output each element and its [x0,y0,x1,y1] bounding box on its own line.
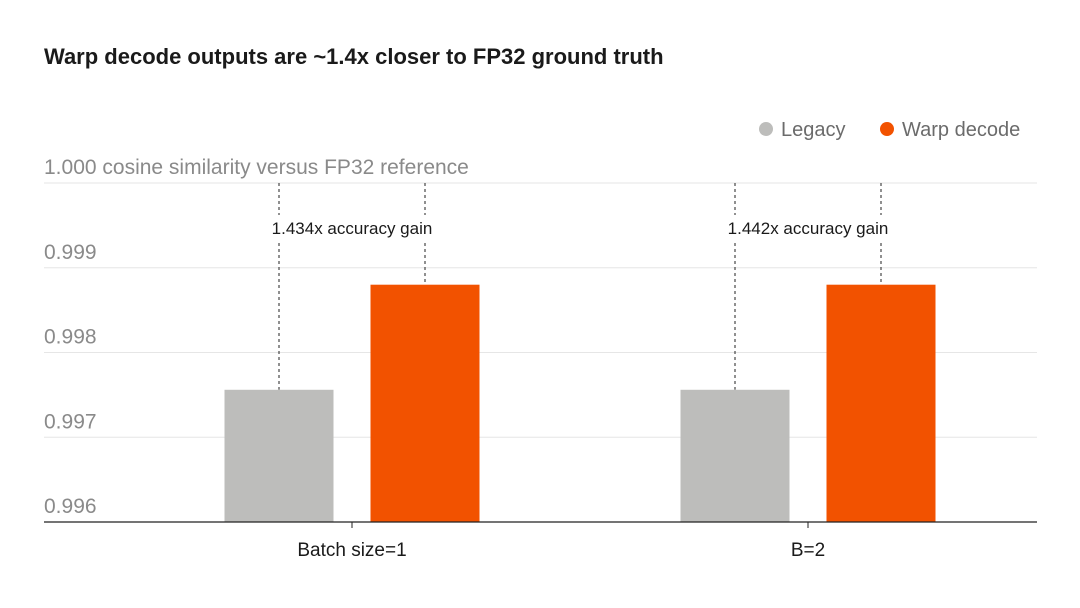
bar-warp-decode [370,284,480,522]
bars [224,284,936,522]
legend-label: Warp decode [902,119,1020,141]
legend-swatch [880,122,894,136]
legend-swatch [759,122,773,136]
bar-warp-decode [826,284,936,522]
x-category-label: B=2 [791,540,825,561]
y-tick-label: 0.997 [44,410,97,433]
x-category-label: Batch size=1 [297,540,406,561]
x-axis: Batch size=1 B=2 [44,521,1037,561]
y-tick-label: 0.996 [44,495,97,518]
legend-label: Legacy [781,119,846,141]
chart-title: Warp decode outputs are ~1.4x closer to … [44,44,664,69]
bar-legacy [224,389,334,522]
bar-legacy [680,389,790,522]
y-axis-ticks: 1.000 cosine similarity versus FP32 refe… [44,156,469,518]
annotation-label: 1.442x accuracy gain [728,219,889,238]
annotation-guides [278,183,882,390]
annotation-bg [708,215,908,241]
annotation-label: 1.434x accuracy gain [272,219,433,238]
y-tick-label: 1.000 cosine similarity versus FP32 refe… [44,156,469,179]
y-tick-label: 0.998 [44,326,97,349]
y-tick-label: 0.999 [44,241,97,264]
annotations: 1.434x accuracy gain 1.442x accuracy gain [252,215,908,241]
legend: Legacy Warp decode [759,119,1020,141]
annotation-bg [252,215,452,241]
